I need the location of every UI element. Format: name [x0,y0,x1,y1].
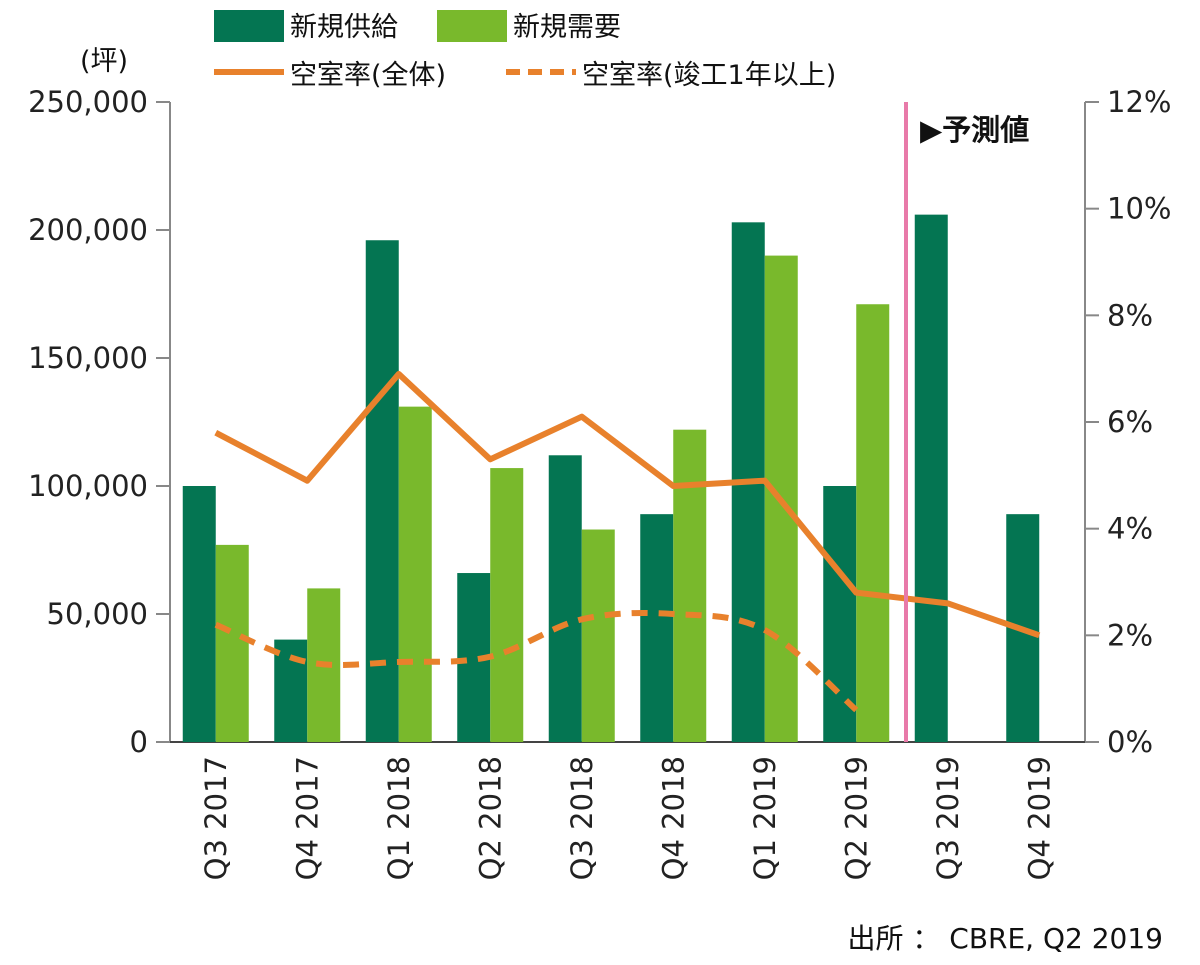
y-right-tick-label: 8% [1107,298,1153,332]
line-vacancy-over-1-year [214,610,859,713]
legend-label: 空室率(竣工1年以上) [582,60,836,91]
category-labels: Q3 2017 Q4 2017 Q1 2018 Q2 2018 Q3 2018 Q4 20… [199,756,1057,880]
bar-new-demand [398,406,432,742]
y-left-tick-label: 100,000 [28,469,148,503]
x-category-label: Q4 2017 [290,756,324,880]
x-category-label: Q4 2019 [1022,756,1056,880]
bar-new-supply [823,486,857,742]
bar-new-supply [548,455,582,742]
x-category-label: Q3 2018 [565,756,599,880]
y-right-tick-label: 0% [1107,725,1153,759]
bar-new-demand [490,468,524,742]
bar-new-demand [856,304,890,742]
y-left-tick-label: 250,000 [28,85,148,119]
lines [214,371,1041,713]
y-right-tick-label: 10% [1107,192,1171,226]
bar-new-demand [581,529,615,742]
legend-label: 新規需要 [513,12,621,43]
x-category-label: Q3 2019 [931,756,965,880]
y-right-tick-label: 6% [1107,405,1153,439]
bar-new-supply [365,240,399,743]
legend-label: 空室率(全体) [290,60,446,91]
y-left-tick-label: 50,000 [47,597,148,631]
bar-new-demand [215,544,249,742]
legend-label: 新規供給 [290,12,398,43]
x-category-label: Q3 2017 [199,756,233,880]
bar-new-supply [640,514,674,742]
x-category-label: Q1 2019 [748,756,782,880]
y-right-tick-label: 12% [1107,85,1171,119]
bar-new-supply [274,639,308,742]
bar-new-demand [673,429,707,742]
bar-new-supply [914,214,948,742]
x-category-label: Q2 2019 [839,756,873,880]
axes: 0 50,000 100,000 150,000 200,000 250,000 0% 2% 4… [28,85,1171,759]
y-right-tick-label: 2% [1107,618,1153,652]
y-left-unit-label: (坪) [80,46,128,77]
legend-swatch [214,10,284,42]
y-left-tick-label: 200,000 [28,213,148,247]
y-left-tick-label: 150,000 [28,341,148,375]
y-left-tick-label: 0 [130,725,148,759]
bar-new-supply [182,486,216,742]
line-vacancy-overall [214,371,1041,639]
x-category-label: Q1 2018 [382,756,416,880]
forecast-label: ▶予測値 [920,113,1029,147]
y-right-tick-label: 4% [1107,512,1153,546]
legend-swatch [437,10,507,42]
x-category-label: Q4 2018 [656,756,690,880]
forecast-marker: ▶予測値 [904,102,1029,742]
source-note: 出所 ： CBRE, Q2 2019 [847,922,1163,955]
x-category-label: Q2 2018 [473,756,507,880]
